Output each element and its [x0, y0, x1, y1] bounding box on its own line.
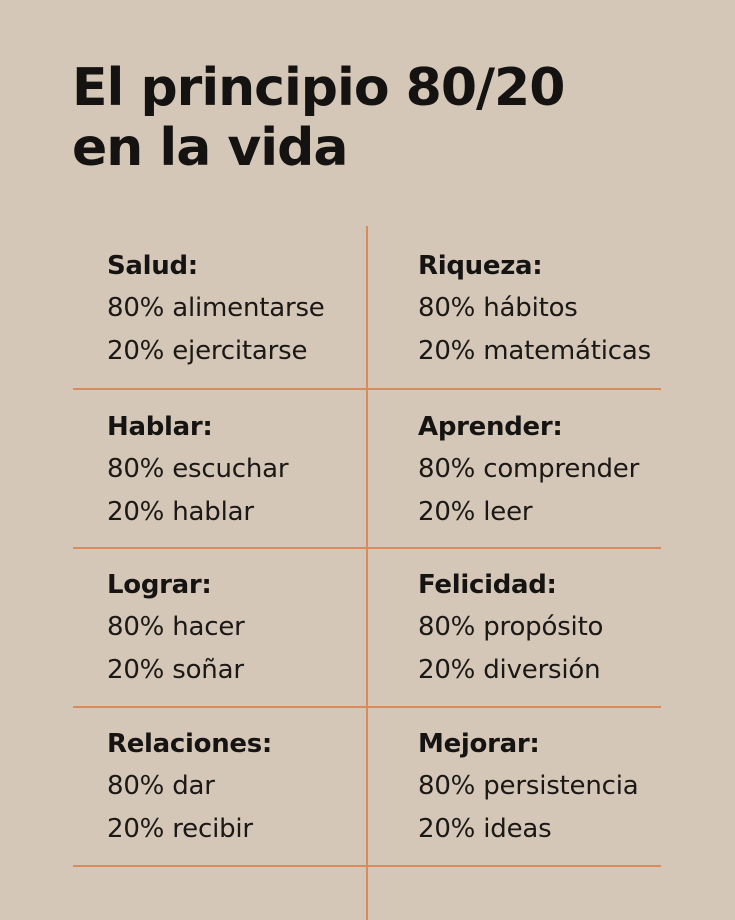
cell-heading: Relaciones: [107, 729, 273, 759]
cell-felicidad: Felicidad: 80% propósito 20% diversión [418, 564, 718, 692]
cell-heading: Salud: [107, 251, 198, 281]
cell-heading: Hablar: [107, 412, 213, 442]
cell-relaciones: Relaciones: 80% dar 20% recibir [107, 723, 407, 851]
cell-mejorar: Mejorar: 80% persistencia 20% ideas [418, 723, 718, 851]
cell-line-20: 20% recibir [107, 814, 253, 844]
cell-heading: Felicidad: [418, 570, 557, 600]
cell-heading: Lograr: [107, 570, 212, 600]
cell-line-20: 20% leer [418, 497, 533, 527]
cell-line-20: 20% ejercitarse [107, 336, 308, 366]
cell-heading: Aprender: [418, 412, 563, 442]
horizontal-divider-3 [73, 706, 661, 708]
cell-line-80: 80% escuchar [107, 454, 289, 484]
cell-line-20: 20% soñar [107, 655, 244, 685]
cell-line-80: 80% hábitos [418, 293, 578, 323]
cell-line-80: 80% dar [107, 771, 215, 801]
cell-line-20: 20% hablar [107, 497, 254, 527]
vertical-divider [366, 226, 368, 920]
cell-lograr: Lograr: 80% hacer 20% soñar [107, 564, 407, 692]
cell-line-80: 80% propósito [418, 612, 604, 642]
title-line-1: El principio 80/20 [72, 58, 565, 118]
title-line-2: en la vida [72, 118, 348, 178]
cell-aprender: Aprender: 80% comprender 20% leer [418, 406, 718, 534]
cell-heading: Mejorar: [418, 729, 540, 759]
page-title: El principio 80/20 en la vida [72, 58, 565, 178]
cell-line-80: 80% alimentarse [107, 293, 325, 323]
horizontal-divider-2 [73, 547, 661, 549]
cell-riqueza: Riqueza: 80% hábitos 20% matemáticas [418, 245, 718, 373]
cell-line-20: 20% ideas [418, 814, 552, 844]
cell-heading: Riqueza: [418, 251, 543, 281]
horizontal-divider-4 [73, 865, 661, 867]
horizontal-divider-1 [73, 388, 661, 390]
cell-hablar: Hablar: 80% escuchar 20% hablar [107, 406, 407, 534]
cell-line-80: 80% comprender [418, 454, 640, 484]
cell-line-80: 80% persistencia [418, 771, 639, 801]
cell-salud: Salud: 80% alimentarse 20% ejercitarse [107, 245, 407, 373]
cell-line-20: 20% matemáticas [418, 336, 651, 366]
cell-line-20: 20% diversión [418, 655, 601, 685]
cell-line-80: 80% hacer [107, 612, 245, 642]
